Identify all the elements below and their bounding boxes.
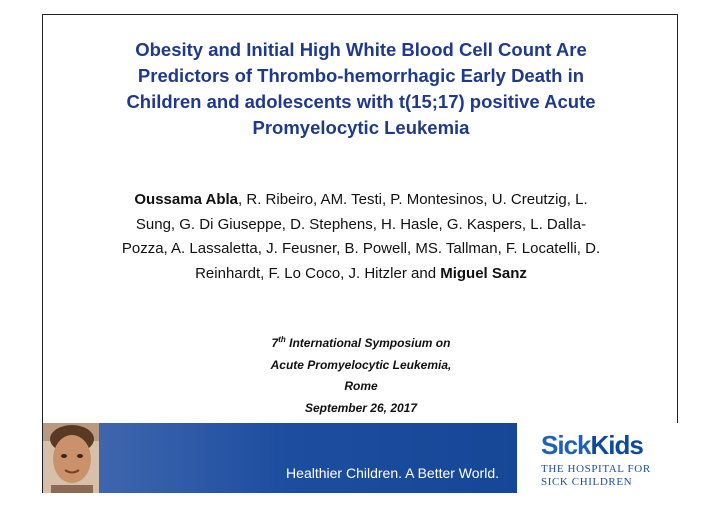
author-line-3: Pozza, A. Lassaletta, J. Feusner, B. Pow…: [121, 240, 601, 257]
tagline-bar: Healthier Children. A Better World.: [99, 423, 517, 493]
slide-title: Obesity and Initial High White Blood Cel…: [43, 37, 679, 141]
symposium-date: September 26, 2017: [304, 400, 418, 415]
author-line-4-rest: Reinhardt, F. Lo Coco, J. Hitzler and: [195, 264, 441, 282]
author-line-1: Oussama Abla, R. Ribeiro, AM. Testi, P. …: [43, 188, 679, 213]
logo-line-2: SICK CHILDREN: [541, 476, 633, 488]
title-line-1: Obesity and Initial High White Blood Cel…: [135, 39, 587, 60]
author-list: Oussama Abla, R. Ribeiro, AM. Testi, P. …: [43, 188, 679, 286]
symposium-line-1: 7th International Symposium on: [43, 333, 679, 355]
child-photo: [43, 423, 99, 493]
logo-line-1: THE HOSPITAL FOR: [541, 463, 651, 475]
sickkids-logo: SickKids THE HOSPITAL FOR SICK CHILDREN: [517, 423, 679, 493]
symposium-line-1-rest: International Symposium on: [285, 336, 451, 350]
slide: Obesity and Initial High White Blood Cel…: [42, 14, 679, 493]
symposium-line-2: Acute Promyelocytic Leukemia,: [270, 357, 452, 372]
child-photo-image: [43, 423, 99, 493]
first-author: Oussama Abla: [134, 191, 239, 208]
title-line-3: Children and adolescents with t(15;17) p…: [126, 91, 596, 112]
title-line-2: Predictors of Thrombo-hemorrhagic Early …: [137, 65, 585, 86]
symposium-location: Rome: [344, 379, 378, 393]
symposium-ordinal-suffix: th: [278, 335, 286, 344]
symposium-info: 7th International Symposium on Acute Pro…: [43, 333, 679, 419]
sickkids-wordmark: SickKids: [541, 430, 644, 460]
author-line-2: Sung, G. Di Giuseppe, D. Stephens, H. Ha…: [135, 215, 587, 233]
logo-sick-text: Sick: [541, 430, 591, 460]
tagline: Healthier Children. A Better World.: [286, 465, 499, 481]
logo-kids-text: Kids: [590, 430, 644, 460]
symposium-ordinal-number: 7: [271, 336, 279, 350]
author-line-1-rest: , R. Ribeiro, AM. Testi, P. Montesinos, …: [238, 191, 588, 208]
last-author: Miguel Sanz: [440, 264, 527, 282]
footer-banner: Healthier Children. A Better World. Sick…: [43, 423, 679, 493]
author-line-4: Reinhardt, F. Lo Coco, J. Hitzler and Mi…: [43, 262, 679, 287]
title-line-4: Promyelocytic Leukemia: [252, 117, 470, 138]
